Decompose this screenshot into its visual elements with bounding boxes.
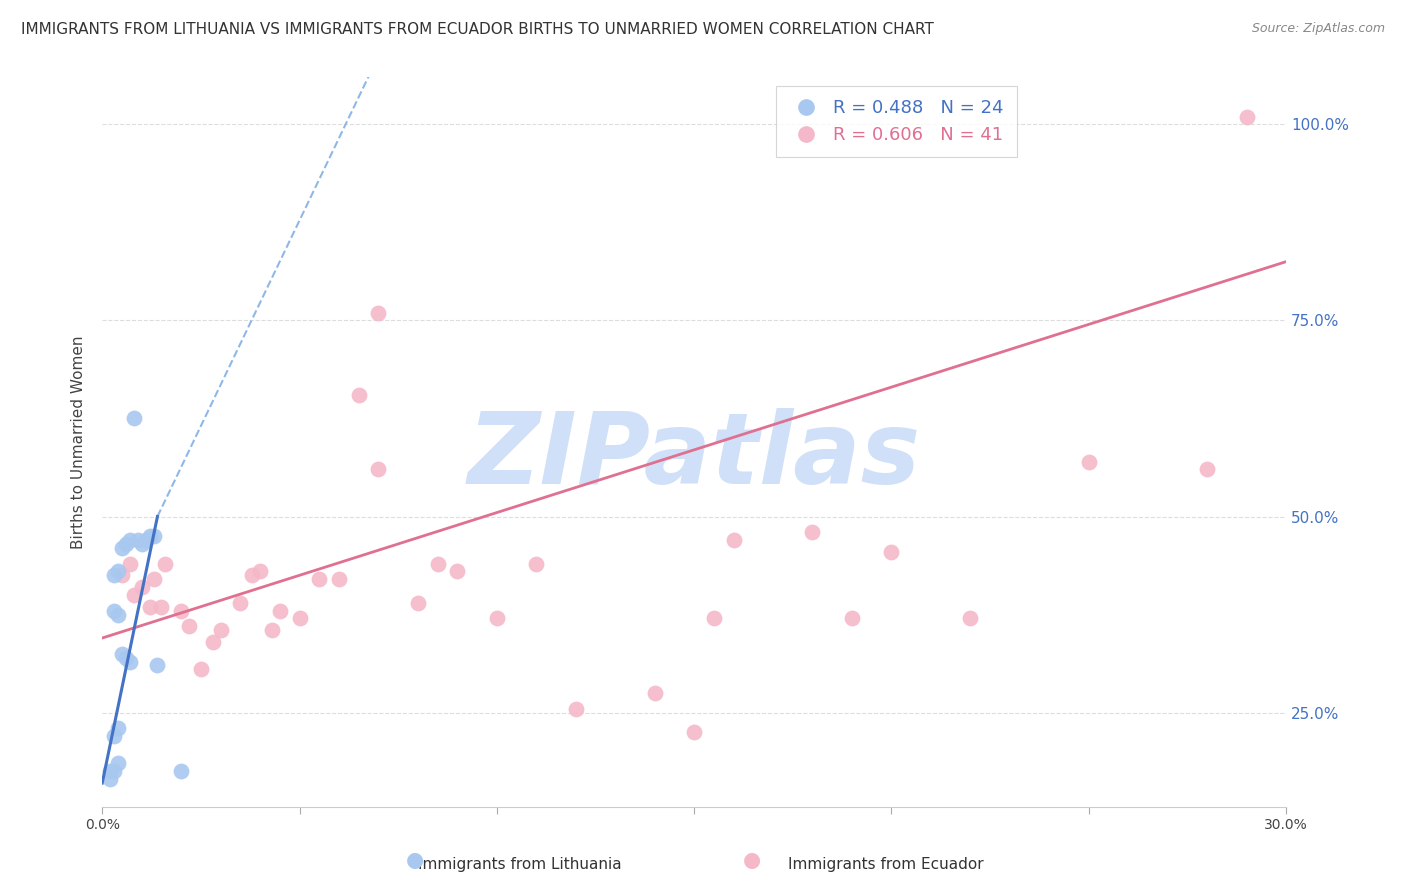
Text: Immigrants from Ecuador: Immigrants from Ecuador xyxy=(787,857,984,872)
Point xyxy=(118,533,141,547)
Point xyxy=(111,541,134,555)
Point xyxy=(201,635,224,649)
Point xyxy=(107,607,129,622)
Text: ●: ● xyxy=(406,850,423,870)
Text: Immigrants from Lithuania: Immigrants from Lithuania xyxy=(419,857,621,872)
Point xyxy=(98,764,121,779)
Point xyxy=(170,764,193,779)
Point xyxy=(249,565,271,579)
Point xyxy=(177,619,200,633)
Point xyxy=(703,611,725,625)
Point xyxy=(107,565,129,579)
Point xyxy=(446,565,468,579)
Point xyxy=(288,611,311,625)
Point xyxy=(209,623,232,637)
Point xyxy=(138,529,160,543)
Point xyxy=(801,525,824,540)
Point xyxy=(103,604,125,618)
Point xyxy=(260,623,283,637)
Point xyxy=(524,557,547,571)
Point xyxy=(644,686,666,700)
Point xyxy=(115,537,138,551)
Point xyxy=(367,306,389,320)
Point xyxy=(118,655,141,669)
Legend: R = 0.488   N = 24, R = 0.606   N = 41: R = 0.488 N = 24, R = 0.606 N = 41 xyxy=(776,87,1017,157)
Point xyxy=(328,572,350,586)
Point xyxy=(959,611,981,625)
Point xyxy=(107,756,129,771)
Point xyxy=(564,701,586,715)
Point xyxy=(111,568,134,582)
Point xyxy=(880,545,903,559)
Point xyxy=(347,388,370,402)
Text: IMMIGRANTS FROM LITHUANIA VS IMMIGRANTS FROM ECUADOR BIRTHS TO UNMARRIED WOMEN C: IMMIGRANTS FROM LITHUANIA VS IMMIGRANTS … xyxy=(21,22,934,37)
Point xyxy=(127,533,149,547)
Text: ZIPatlas: ZIPatlas xyxy=(468,409,921,505)
Point xyxy=(841,611,863,625)
Point xyxy=(150,599,173,614)
Point xyxy=(131,537,153,551)
Point xyxy=(131,580,153,594)
Point xyxy=(1236,110,1258,124)
Point xyxy=(107,721,129,735)
Point xyxy=(485,611,508,625)
Point xyxy=(155,557,177,571)
Point xyxy=(103,729,125,743)
Point xyxy=(229,596,252,610)
Point xyxy=(170,604,193,618)
Point xyxy=(122,411,145,425)
Point xyxy=(135,533,157,547)
Point xyxy=(723,533,745,547)
Point xyxy=(103,764,125,779)
Point xyxy=(138,599,160,614)
Point xyxy=(269,604,291,618)
Point xyxy=(683,725,706,739)
Point xyxy=(240,568,263,582)
Point xyxy=(142,529,165,543)
Point xyxy=(103,568,125,582)
Point xyxy=(115,650,138,665)
Point xyxy=(98,772,121,786)
Point xyxy=(406,596,429,610)
Point xyxy=(1077,455,1099,469)
Point xyxy=(308,572,330,586)
Point xyxy=(367,462,389,476)
Point xyxy=(1195,462,1218,476)
Point xyxy=(190,662,212,676)
Text: ●: ● xyxy=(744,850,761,870)
Point xyxy=(142,572,165,586)
Point xyxy=(426,557,449,571)
Point xyxy=(122,588,145,602)
Y-axis label: Births to Unmarried Women: Births to Unmarried Women xyxy=(72,335,86,549)
Point xyxy=(111,647,134,661)
Point xyxy=(118,557,141,571)
Text: Source: ZipAtlas.com: Source: ZipAtlas.com xyxy=(1251,22,1385,36)
Point xyxy=(146,658,169,673)
